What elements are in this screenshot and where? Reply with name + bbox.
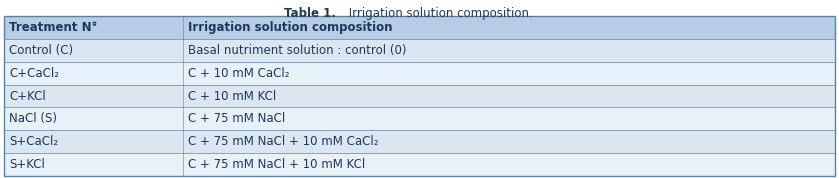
- FancyBboxPatch shape: [4, 16, 835, 39]
- Text: C+CaCl₂: C+CaCl₂: [9, 67, 59, 80]
- Text: Control (C): Control (C): [9, 44, 73, 57]
- FancyBboxPatch shape: [4, 108, 835, 130]
- Text: S+CaCl₂: S+CaCl₂: [9, 135, 58, 148]
- Text: S+KCl: S+KCl: [9, 158, 45, 171]
- Text: Treatment N°: Treatment N°: [9, 21, 97, 34]
- Text: C + 75 mM NaCl + 10 mM CaCl₂: C + 75 mM NaCl + 10 mM CaCl₂: [188, 135, 378, 148]
- FancyBboxPatch shape: [4, 153, 835, 176]
- Text: Basal nutriment solution : control (0): Basal nutriment solution : control (0): [188, 44, 406, 57]
- Text: C + 75 mM NaCl + 10 mM KCl: C + 75 mM NaCl + 10 mM KCl: [188, 158, 365, 171]
- Text: C + 10 mM KCl: C + 10 mM KCl: [188, 90, 276, 103]
- Text: Table 1.: Table 1.: [284, 7, 336, 20]
- Text: C + 75 mM NaCl: C + 75 mM NaCl: [188, 112, 285, 125]
- Text: NaCl (S): NaCl (S): [9, 112, 57, 125]
- FancyBboxPatch shape: [4, 62, 835, 85]
- Text: Irrigation solution composition: Irrigation solution composition: [188, 21, 392, 34]
- Text: C + 10 mM CaCl₂: C + 10 mM CaCl₂: [188, 67, 289, 80]
- FancyBboxPatch shape: [4, 130, 835, 153]
- FancyBboxPatch shape: [4, 85, 835, 108]
- Text: Irrigation solution composition.: Irrigation solution composition.: [345, 7, 533, 20]
- FancyBboxPatch shape: [4, 39, 835, 62]
- Text: C+KCl: C+KCl: [9, 90, 46, 103]
